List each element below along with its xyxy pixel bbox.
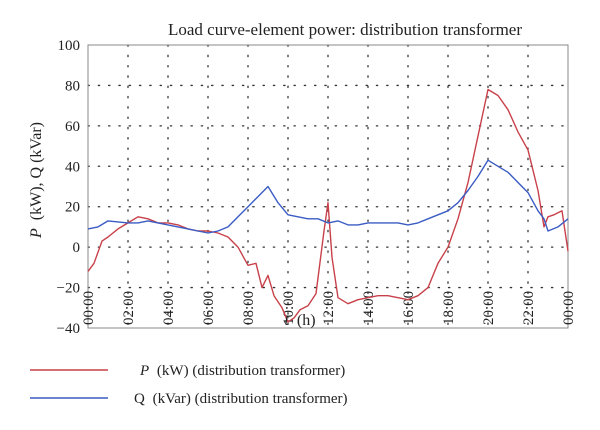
y-tick-label: −40	[57, 321, 80, 337]
x-tick-label: 22:00	[521, 291, 537, 325]
x-axis: 00:00 02:00 04:00 06:00 08:00 10:00 12:00 14:00…	[81, 291, 577, 325]
legend-label-p: P (kW) (distribution transformer)	[139, 363, 345, 379]
legend-rest-p: (kW) (distribution transformer)	[157, 363, 345, 379]
x-tick-label: 20:00	[481, 291, 497, 325]
series-group	[87, 88, 569, 323]
y-axis-label-var: P	[28, 228, 45, 239]
series-line-p	[87, 88, 569, 323]
x-tick-label: 00:00	[561, 291, 577, 325]
y-tick-label: 40	[65, 159, 80, 175]
y-tick-label: 60	[65, 119, 80, 135]
legend: P (kW) (distribution transformer) Q (kVa…	[30, 363, 348, 407]
x-tick-label: 06:00	[201, 291, 217, 325]
x-tick-label: 16:00	[401, 291, 417, 325]
x-tick-label: 18:00	[441, 291, 457, 325]
y-tick-label: −20	[57, 281, 80, 297]
legend-var-p: P	[139, 363, 149, 379]
x-axis-label-var: t	[284, 312, 289, 329]
y-axis-label-rest: (kW), Q (kVar)	[28, 122, 45, 220]
x-tick-label: 14:00	[361, 291, 377, 325]
x-tick-label: 02:00	[121, 291, 137, 325]
series-line-q	[87, 159, 569, 234]
x-tick-label: 08:00	[241, 291, 257, 325]
legend-var-q: Q	[134, 391, 145, 407]
plot-frame	[87, 44, 569, 329]
x-tick-label: 04:00	[161, 291, 177, 325]
x-axis-label-unit: (h)	[297, 312, 316, 329]
chart-title: Load curve-element power: distribution t…	[168, 20, 522, 39]
y-tick-label: 0	[73, 240, 81, 256]
y-axis: −40 −20 0 20 40 60 80 100	[57, 38, 80, 337]
x-axis-label: t (h)	[284, 312, 315, 329]
x-tick-label: 00:00	[81, 291, 97, 325]
legend-rest-q: (kVar) (distribution transformer)	[153, 391, 348, 407]
legend-label-q: Q (kVar) (distribution transformer)	[134, 391, 348, 407]
x-tick-label: 12:00	[321, 291, 337, 325]
y-axis-label: P (kW), Q (kVar)	[28, 122, 45, 239]
y-tick-label: 80	[65, 78, 80, 94]
grid	[87, 44, 569, 329]
y-tick-label: 100	[58, 38, 81, 54]
y-tick-label: 20	[65, 200, 80, 216]
